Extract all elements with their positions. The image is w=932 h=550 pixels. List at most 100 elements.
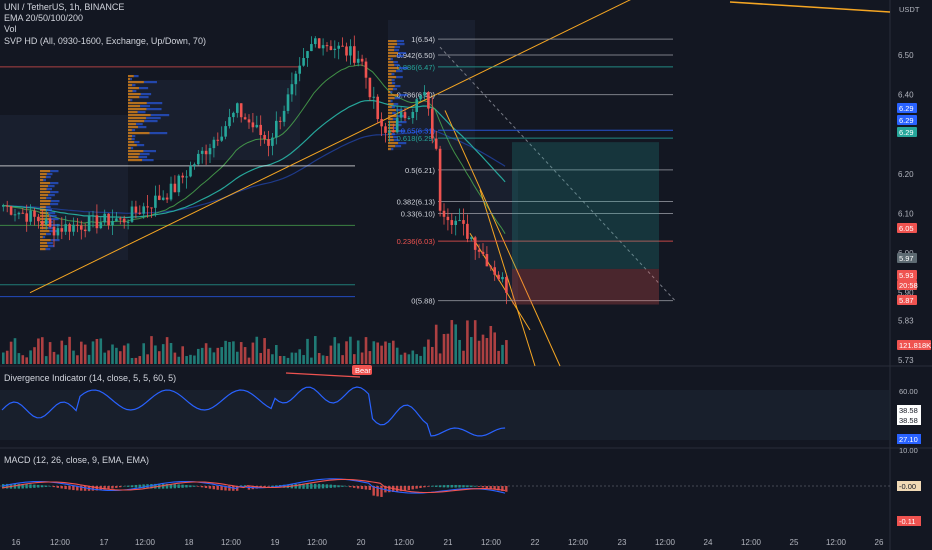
macd-histogram-bar (325, 484, 329, 489)
trendline (29, 0, 631, 294)
macd-histogram-bar (126, 485, 130, 487)
volume-bar (197, 348, 200, 364)
macd-histogram-bar (501, 486, 504, 492)
candle-body (411, 111, 415, 118)
profile-bar (40, 242, 48, 245)
time-tick: 21 (444, 538, 453, 547)
macd-histogram-bar (302, 483, 305, 489)
macd-histogram-bar (419, 486, 422, 489)
candle-body (380, 119, 383, 127)
candle-body (95, 215, 99, 229)
macd-pane[interactable]: -0.00 -0.11 (0, 478, 921, 526)
candle-body (134, 206, 138, 213)
price-pane[interactable]: 1(6.54) 0.942(6.50) 0.886(6.47) 0.786(6.40)… (0, 0, 891, 367)
candle-body (48, 218, 52, 227)
candle-body (2, 205, 5, 207)
profile-bar (130, 78, 133, 81)
macd-histogram-bar (462, 485, 465, 488)
candle-body (107, 213, 110, 226)
volume-bar (158, 351, 161, 364)
macd-histogram-bar (56, 486, 59, 488)
profile-bar (128, 129, 132, 132)
ema-legend[interactable]: EMA 20/50/100/200 (4, 13, 84, 23)
profile-bar (136, 144, 145, 147)
time-tick: 12:00 (826, 538, 847, 547)
candle-body (403, 112, 407, 119)
profile-bar (388, 58, 391, 61)
svp-legend[interactable]: SVP HD (All, 0930-1600, Exchange, Up/Dow… (4, 36, 206, 46)
macd-histogram-bar (489, 486, 492, 489)
volume-bar (349, 336, 352, 364)
volume-bar (48, 342, 52, 364)
profile-bar (50, 239, 60, 242)
macd-histogram-bar (224, 486, 227, 491)
candle-body (481, 251, 485, 255)
candle-body (146, 206, 149, 208)
divergence-legend[interactable]: Divergence Indicator (14, close, 5, 5, 6… (4, 373, 177, 383)
volume-bar (473, 320, 477, 364)
volume-bar (83, 344, 87, 364)
volume-legend[interactable]: Vol (4, 24, 17, 34)
profile-bar (139, 96, 149, 99)
candle-body (247, 119, 251, 123)
candle-body (204, 150, 208, 155)
time-tick: 12:00 (394, 538, 415, 547)
volume-bar (275, 345, 278, 364)
profile-bar (395, 109, 403, 112)
candle-body (368, 77, 372, 98)
candle-body (275, 120, 278, 138)
macd-histogram-bar (29, 484, 32, 489)
volume-bar (251, 342, 255, 364)
macd-histogram-bar (80, 486, 83, 491)
volume-bar (200, 347, 204, 364)
profile-bar (128, 150, 144, 153)
time-tick: 25 (790, 538, 799, 547)
fib-level-label: 0.942(6.50) (397, 51, 436, 60)
macd-histogram-bar (337, 485, 340, 488)
candle-body (181, 175, 184, 178)
price-tick: 6.40 (898, 91, 914, 100)
macd-legend[interactable]: MACD (12, 26, close, 9, EMA, EMA) (4, 455, 150, 465)
candle-body (278, 120, 282, 122)
volume-bar (220, 347, 223, 364)
time-axis[interactable]: 16 12:00 17 12:00 18 12:00 19 12:00 20 12:00 21 12:… (12, 538, 884, 547)
profile-bar (391, 73, 395, 76)
volume-bar (64, 345, 67, 364)
profile-bar (40, 182, 51, 185)
volume-bar (255, 336, 259, 364)
price-axis[interactable]: 6.506.406.306.206.106.005.905.835.73USDT… (897, 5, 931, 365)
candle-body (290, 84, 294, 95)
price-tag-text: 6.29 (899, 128, 914, 137)
volume-bar (302, 355, 305, 364)
macd-histogram-bar (111, 486, 114, 489)
candle-body (115, 218, 118, 222)
macd-histogram-bar (470, 485, 473, 487)
profile-bar (43, 179, 46, 182)
fib-level-label: 0.33(6.10) (401, 209, 436, 218)
macd-histogram-bar (33, 484, 36, 488)
profile-bar (40, 230, 50, 233)
macd-histogram-bar (423, 486, 426, 488)
profile-bar (128, 108, 147, 111)
volume-bar (458, 339, 461, 364)
profile-bar (40, 239, 51, 242)
profile-bar (40, 227, 48, 230)
profile-bar (128, 90, 133, 93)
candle-body (485, 254, 489, 267)
profile-bar (388, 49, 395, 52)
profile-bar (388, 121, 399, 124)
macd-histogram-bar (37, 484, 40, 488)
candle-body (446, 216, 450, 221)
macd-histogram-bar (271, 485, 274, 487)
profile-bar (128, 123, 137, 126)
indicator-tick: 38.58 (899, 406, 918, 415)
volume-bar (333, 337, 337, 364)
volume-bar (294, 352, 298, 364)
volume-bar (427, 339, 430, 364)
candle-body (56, 228, 60, 236)
candle-body (470, 237, 473, 239)
profile-bar (398, 94, 408, 97)
volume-bar (177, 356, 181, 364)
